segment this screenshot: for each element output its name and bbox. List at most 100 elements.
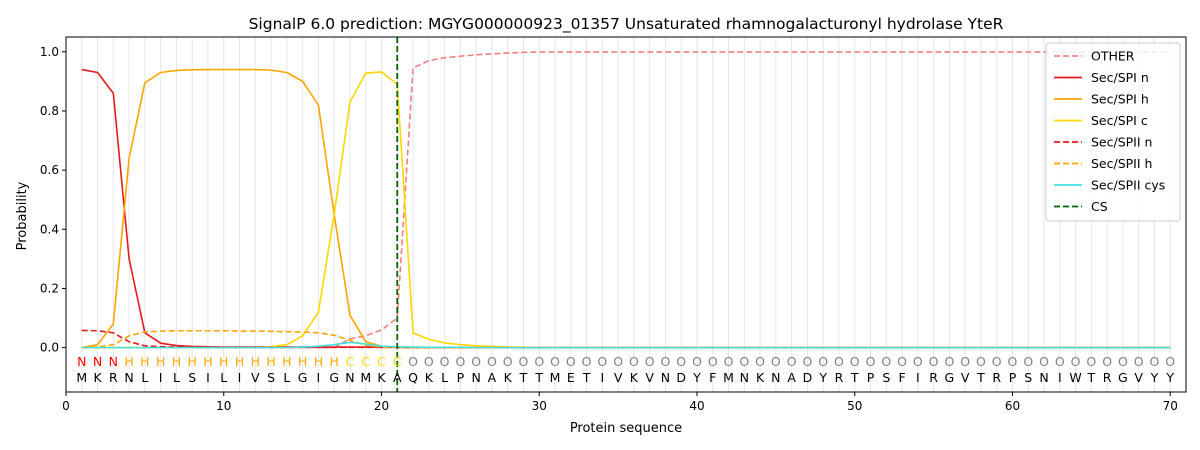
residue-label: Y: [692, 370, 701, 385]
residue-label: I: [600, 370, 604, 385]
y-tick-label: 0.8: [40, 104, 59, 118]
y-axis-label: Probability: [15, 181, 30, 250]
x-tick-label: 60: [1005, 399, 1020, 413]
residue-label: G: [329, 370, 339, 385]
residue-label: S: [188, 370, 196, 385]
region-label: O: [787, 354, 797, 369]
residue-label: V: [645, 370, 654, 385]
sequence-labels: NMNKNRHNHLHIHLHSHIHLHIHVHSHLHGHIHGCNCMCK…: [76, 354, 1175, 385]
residue-label: S: [267, 370, 275, 385]
x-tick-label: 0: [62, 399, 70, 413]
region-label: H: [187, 354, 196, 369]
residue-label: K: [756, 370, 765, 385]
residue-label: V: [251, 370, 260, 385]
residue-label: I: [159, 370, 163, 385]
legend-entry: Sec/SPI c: [1091, 113, 1148, 128]
region-label: O: [582, 354, 592, 369]
residue-label: D: [803, 370, 813, 385]
region-label: O: [1118, 354, 1128, 369]
region-label: N: [77, 354, 86, 369]
chart-title: SignalP 6.0 prediction: MGYG000000923_01…: [249, 15, 1004, 34]
region-label: C: [346, 354, 355, 369]
x-tick-label: 30: [532, 399, 547, 413]
region-label: H: [219, 354, 228, 369]
region-label: O: [408, 354, 418, 369]
region-label: O: [755, 354, 765, 369]
residue-label: I: [206, 370, 210, 385]
region-label: O: [960, 354, 970, 369]
y-tick-label: 0.0: [40, 341, 59, 355]
residue-label: P: [1009, 370, 1017, 385]
region-label: O: [1055, 354, 1065, 369]
region-label: O: [1023, 354, 1033, 369]
region-label: O: [471, 354, 481, 369]
residue-label: L: [441, 370, 448, 385]
region-label: H: [203, 354, 212, 369]
residue-label: E: [567, 370, 575, 385]
legend-entry: Sec/SPI n: [1091, 70, 1149, 85]
residue-label: G: [298, 370, 308, 385]
region-label: H: [172, 354, 181, 369]
residue-label: M: [550, 370, 561, 385]
region-label: O: [929, 354, 939, 369]
residue-label: R: [929, 370, 938, 385]
residue-label: P: [457, 370, 465, 385]
region-label: N: [109, 354, 118, 369]
region-label: O: [424, 354, 434, 369]
region-label: O: [550, 354, 560, 369]
region-label: O: [519, 354, 529, 369]
region-label: O: [613, 354, 623, 369]
residue-label: S: [882, 370, 890, 385]
region-label: C: [361, 354, 370, 369]
legend-entry: CS: [1091, 199, 1108, 214]
vertical-grid: [81, 37, 1171, 392]
residue-label: N: [471, 370, 480, 385]
residue-label: Y: [1150, 370, 1159, 385]
series-lines: [81, 51, 1171, 349]
series-line-sec-spii-n: [81, 329, 1171, 349]
region-label: O: [597, 354, 607, 369]
region-label: O: [566, 354, 576, 369]
region-label: H: [140, 354, 149, 369]
region-label: H: [266, 354, 275, 369]
region-label: O: [818, 354, 828, 369]
residue-label: N: [740, 370, 749, 385]
region-label: O: [455, 354, 465, 369]
region-label: O: [487, 354, 497, 369]
region-label: H: [251, 354, 260, 369]
legend-entry: Sec/SPI h: [1091, 92, 1149, 107]
residue-label: A: [393, 370, 402, 385]
region-label: O: [503, 354, 513, 369]
residue-label: R: [1103, 370, 1112, 385]
residue-label: V: [1134, 370, 1143, 385]
region-label: O: [850, 354, 860, 369]
residue-label: Y: [818, 370, 827, 385]
residue-label: M: [360, 370, 371, 385]
x-tick-label: 40: [689, 399, 704, 413]
region-label: O: [1039, 354, 1049, 369]
region-label: C: [377, 354, 386, 369]
residue-label: F: [709, 370, 716, 385]
y-tick-label: 0.2: [40, 281, 59, 295]
residue-label: I: [317, 370, 321, 385]
residue-label: V: [961, 370, 970, 385]
x-tick-label: 10: [216, 399, 231, 413]
residue-label: V: [614, 370, 623, 385]
residue-label: K: [93, 370, 102, 385]
residue-label: I: [916, 370, 920, 385]
region-label: O: [676, 354, 686, 369]
legend-entry: Sec/SPII n: [1091, 135, 1152, 150]
region-label: O: [992, 354, 1002, 369]
region-label: O: [724, 354, 734, 369]
series-line-sec-spi-h: [81, 68, 1171, 349]
region-label: O: [739, 354, 749, 369]
residue-label: T: [1087, 370, 1096, 385]
series-line-other: [81, 51, 1171, 349]
residue-label: M: [76, 370, 87, 385]
residue-label: F: [898, 370, 905, 385]
legend-box: [1045, 42, 1181, 222]
residue-label: N: [1039, 370, 1048, 385]
region-label: H: [314, 354, 323, 369]
region-label: O: [1102, 354, 1112, 369]
